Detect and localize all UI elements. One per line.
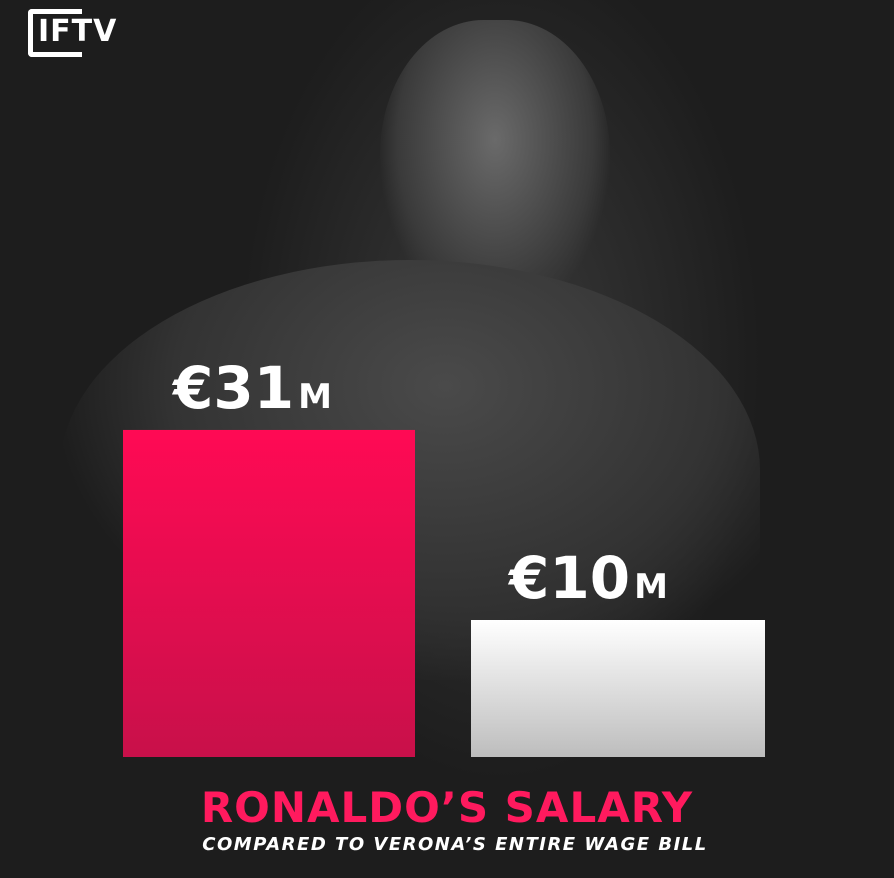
bar-0 — [123, 429, 415, 757]
chart-subtitle: COMPARED TO VERONA’S ENTIRE WAGE BILL — [202, 834, 708, 855]
logo-text: IFTV — [38, 14, 118, 49]
data-label-unit: M — [298, 377, 332, 417]
chart-title: RONALDO’S SALARY — [200, 783, 694, 832]
data-label-unit: M — [634, 567, 668, 607]
data-label-0: €31 M — [171, 354, 332, 422]
data-label-value: €31 — [171, 354, 294, 422]
data-label-value: €10 — [507, 544, 630, 612]
data-label-1: €10 M — [507, 544, 668, 612]
iftv-logo — [28, 9, 82, 57]
bar-1 — [471, 620, 765, 757]
